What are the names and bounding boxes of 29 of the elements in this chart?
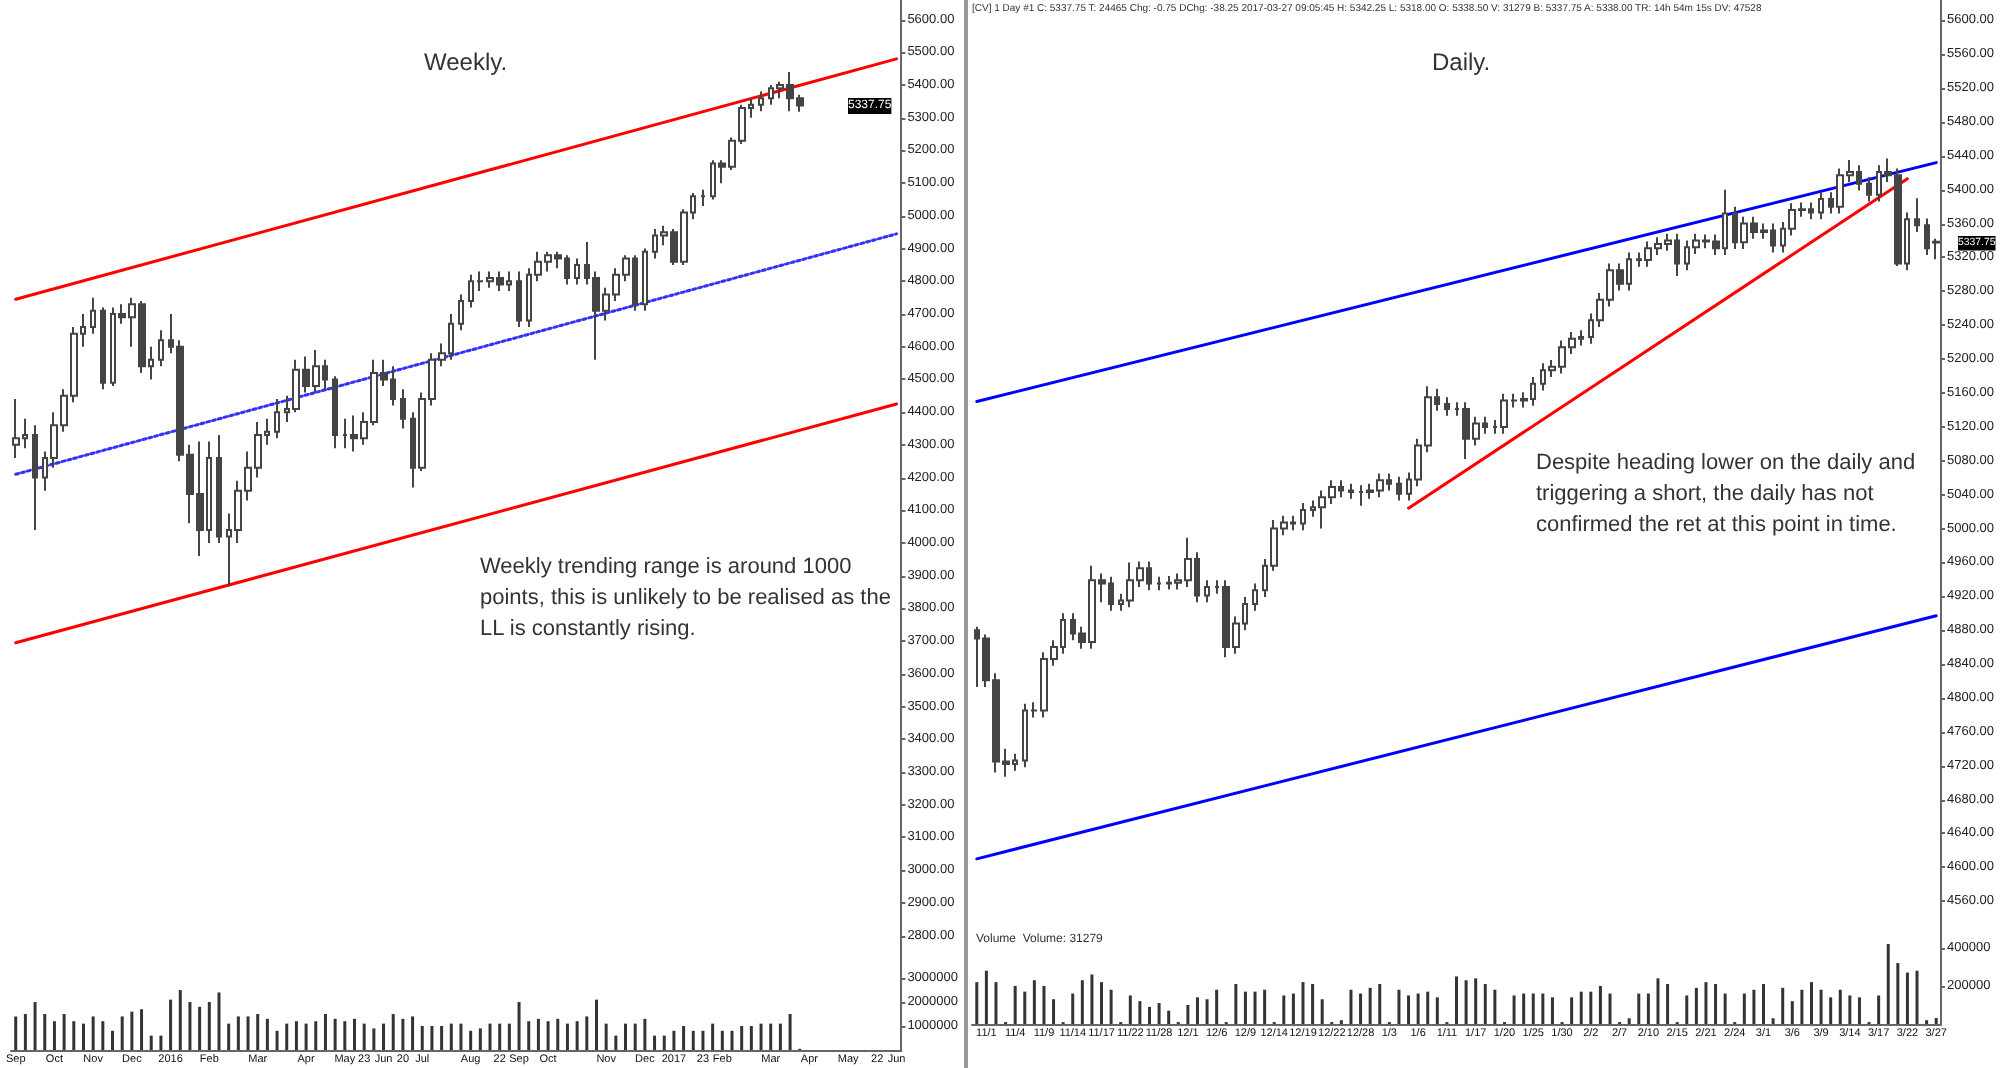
- candlestick: [574, 257, 580, 286]
- candlestick: [274, 398, 280, 440]
- candlestick: [1204, 579, 1210, 604]
- candlestick: [216, 434, 222, 544]
- candlestick: [1300, 502, 1306, 532]
- candlestick: [1866, 176, 1872, 203]
- candlestick: [1396, 475, 1402, 502]
- candlestick: [1444, 396, 1450, 417]
- candlestick: [700, 188, 706, 208]
- annotation: Weekly trending range is around 1000 points, this is unlikely to be realised as the LL is constantly rising.: [480, 555, 898, 641]
- annotation: Despite heading lower on the daily and triggering a short, the daily has not confirmed the ret at this point in time.: [1536, 451, 1922, 537]
- text: Weekly.: [424, 48, 508, 76]
- candlestick: [12, 398, 20, 459]
- candlestick: [158, 329, 164, 368]
- candlestick: [90, 296, 96, 335]
- candlestick: [758, 90, 764, 113]
- text: Daily.: [1432, 48, 1491, 76]
- candlestick: [100, 306, 106, 391]
- candlestick: [32, 424, 38, 531]
- candlestick: [1818, 191, 1824, 221]
- candlestick: [642, 247, 648, 312]
- candlestick: [1348, 482, 1354, 500]
- candlestick: [1156, 575, 1162, 592]
- candlestick: [332, 375, 338, 450]
- candlestick: [1914, 197, 1920, 234]
- candlestick: [1252, 582, 1258, 612]
- candlestick: [458, 293, 464, 332]
- candlestick: [400, 388, 406, 430]
- candlestick: [516, 270, 522, 329]
